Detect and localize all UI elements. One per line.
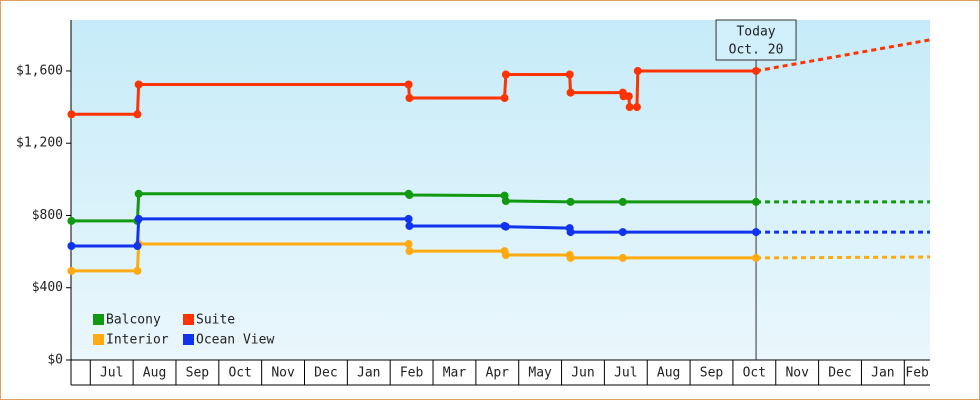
x-tick-label: Sep [186, 366, 210, 381]
point [566, 88, 575, 97]
forecast-line [755, 38, 931, 73]
plot-area [71, 20, 930, 360]
legend-label: Suite [196, 313, 235, 328]
point [134, 189, 143, 198]
x-tick-label: Oct [228, 366, 251, 381]
point [501, 222, 510, 231]
point [405, 191, 414, 200]
x-tick-label: Oct [743, 366, 766, 381]
point [133, 110, 142, 119]
point [134, 214, 143, 223]
x-tick-label: Aug [143, 366, 166, 381]
point [404, 240, 413, 249]
point [633, 66, 642, 75]
point [500, 94, 509, 103]
point [404, 214, 413, 223]
point [133, 242, 142, 251]
point [618, 253, 627, 262]
x-tick-label: Aug [657, 366, 680, 381]
x-tick-label: Nov [271, 366, 295, 381]
point [566, 197, 575, 206]
y-tick-label: $1,200 [16, 136, 63, 151]
y-tick-label: $0 [47, 353, 63, 368]
point [501, 251, 510, 260]
x-tick-label: Mar [443, 366, 467, 381]
point [405, 247, 414, 256]
point [501, 197, 510, 206]
x-tick-label: Feb [400, 366, 424, 381]
point [404, 80, 413, 89]
x-tick-label: Jun [571, 366, 594, 381]
y-tick-label: $1,600 [16, 63, 63, 78]
x-tick-label: Jul [614, 366, 637, 381]
point [752, 228, 761, 237]
point [405, 221, 414, 230]
point [405, 94, 414, 103]
x-tick-label: Jan [871, 366, 894, 381]
series-line [71, 192, 757, 223]
legend-swatch [93, 314, 104, 325]
point [752, 66, 761, 75]
legend-swatch [93, 334, 104, 345]
x-tick-label: Jan [357, 366, 380, 381]
point [632, 103, 641, 112]
point [618, 197, 627, 206]
point [624, 92, 633, 101]
point [133, 266, 142, 275]
y-tick-label: $400 [32, 280, 63, 295]
x-tick-label: Apr [486, 366, 510, 381]
x-tick-label: Jul [100, 366, 123, 381]
point [565, 70, 574, 79]
point [566, 253, 575, 262]
legend-label: Ocean View [196, 333, 274, 348]
x-tick-label: Dec [314, 366, 337, 381]
point [566, 228, 575, 237]
point [752, 197, 761, 206]
point [67, 216, 76, 225]
legend-swatch [183, 334, 194, 345]
point [752, 253, 761, 262]
today-box [715, 19, 797, 61]
today-label: Today [736, 25, 775, 40]
point [67, 242, 76, 251]
x-tick-label: May [528, 366, 552, 381]
legend-label: Balcony [106, 313, 161, 328]
y-tick-label: $800 [32, 208, 63, 223]
legend-swatch [183, 314, 194, 325]
point [501, 70, 510, 79]
x-tick-label: Dec [828, 366, 851, 381]
today-label: Oct. 20 [729, 43, 784, 58]
point [67, 266, 76, 275]
point [67, 110, 76, 119]
legend-label: Interior [106, 333, 169, 348]
forecast-line [756, 255, 931, 260]
point [625, 103, 634, 112]
point [618, 228, 627, 237]
x-tick-label: Feb [905, 366, 929, 381]
point [134, 80, 143, 89]
x-tick-label: Sep [700, 366, 724, 381]
x-tick-label: Nov [785, 366, 809, 381]
